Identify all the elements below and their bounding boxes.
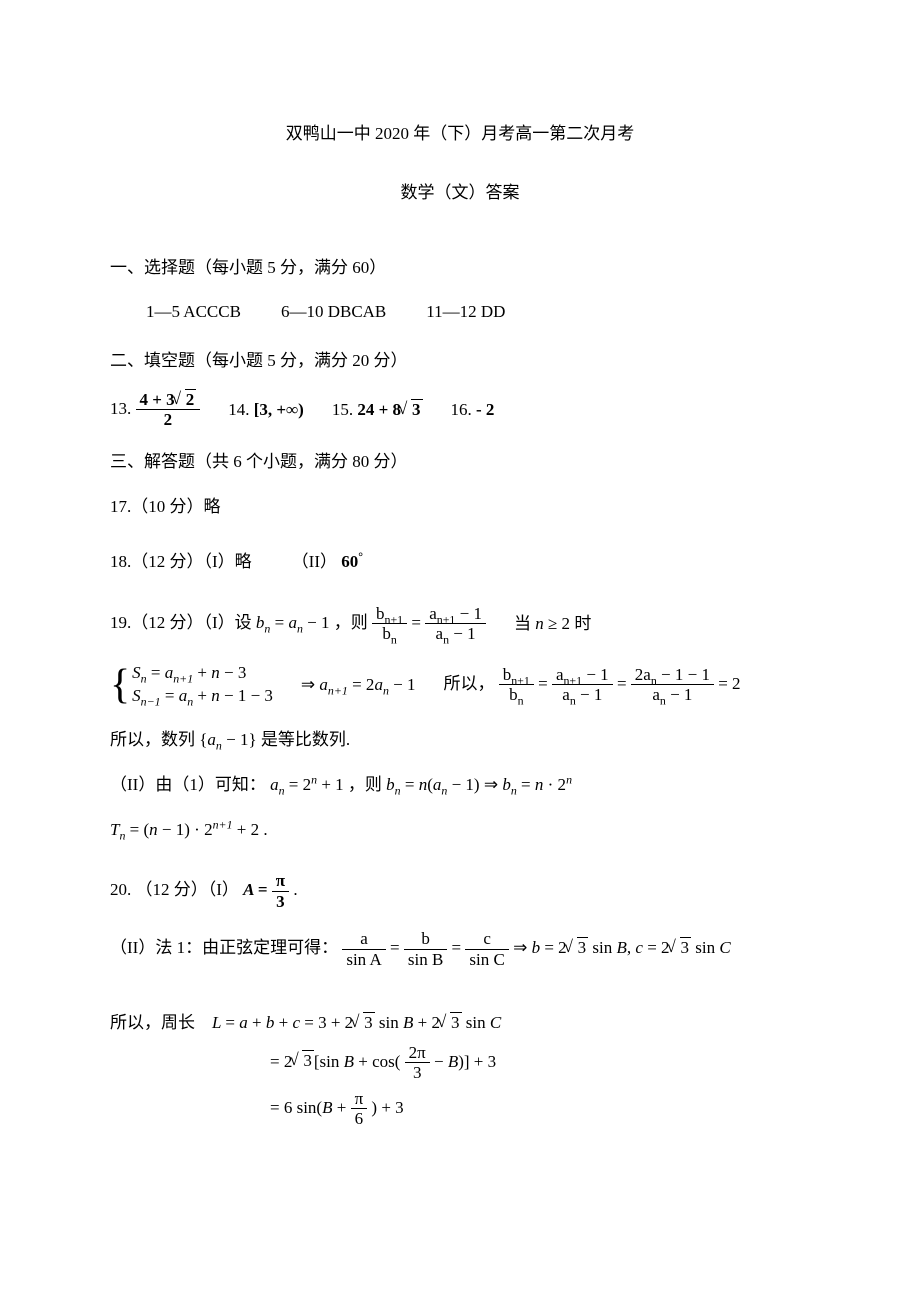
q19-intro-row: 19.（12 分）（I）设 bn = an − 1 ，则 bn+1 bn = a…	[110, 604, 810, 644]
q17: 17.（10 分）略	[110, 493, 810, 520]
q20-L-line2: = 23[sin B + cos( 2π3 − B)] + 3	[270, 1043, 810, 1083]
q19-part2-line1: （II）由（1）可知： an = 2n + 1 ，则 bn = n(an − 1…	[110, 771, 810, 798]
q20-part1: 20. （12 分）（I） A = π 3 .	[110, 871, 810, 911]
q20-intro: 20. （12 分）（I）	[110, 880, 239, 899]
q13-label: 13.	[110, 399, 131, 418]
q19-ratio1: bn+1 bn	[372, 604, 407, 644]
s1-answers-6-10: 6—10 DBCAB	[281, 298, 386, 325]
q14-label: 14.	[228, 400, 249, 419]
q19-ratio2: an+1 − 1 an − 1	[425, 604, 486, 644]
s1-answers-11-12: 11—12 DD	[426, 298, 505, 325]
s1-answers-1-5: 1—5 ACCCB	[146, 298, 241, 325]
section3-heading: 三、解答题（共 6 个小题，满分 80 分）	[110, 448, 810, 475]
q15-label: 15.	[332, 400, 353, 419]
q19-Tn: Tn = (n − 1) · 2n+1 + 2 .	[110, 816, 810, 843]
q20-perimeter-block: 所以，周长 L = a + b + c = 3 + 23 sin B + 23 …	[110, 1009, 810, 1036]
q19-part2-label: （II）由（1）可知：	[110, 775, 266, 794]
q19-intro-label: 19.（12 分）（I）设	[110, 613, 252, 632]
section2-heading: 二、填空题（每小题 5 分，满分 20 分）	[110, 347, 810, 374]
section1-answers-row: 1—5 ACCCB 6—10 DBCAB 11—12 DD	[110, 298, 810, 325]
q15: 15. 24 + 83	[332, 396, 423, 423]
q16: 16. - 2	[451, 396, 495, 423]
q14-value: [3, +∞)	[254, 400, 304, 419]
q19-concl-suffix: 是等比数列.	[261, 730, 350, 749]
q16-value: - 2	[476, 400, 494, 419]
q19-period: .	[263, 820, 267, 839]
q13: 13. 4 + 32 2	[110, 390, 200, 430]
q18-part2-value: 60°	[341, 552, 363, 571]
page-title: 双鸭山一中 2020 年（下）月考高一第二次月考	[110, 120, 810, 147]
q20-L-aligned: = 23[sin B + cos( 2π3 − B)] + 3 = 6 sin(…	[110, 1043, 810, 1129]
q19-so: 所以，	[443, 674, 494, 693]
q19-when-label: 当	[514, 614, 531, 633]
q19-then: ，则	[334, 613, 368, 632]
q19-brace-system: { Sn = an+1 + n − 3 Sn−1 = an + n − 1 − …	[110, 662, 273, 708]
q20-part2-line: （II）法 1：由正弦定理可得： asin A = bsin B = csin …	[110, 929, 810, 969]
section2-answers-row: 13. 4 + 32 2 14. [3, +∞) 15. 24 + 83 16.…	[110, 390, 810, 430]
q14: 14. [3, +∞)	[228, 396, 304, 423]
q20-L-line3: = 6 sin(B + π6 ) + 3	[270, 1089, 810, 1129]
q20-period1: .	[293, 880, 297, 899]
q16-label: 16.	[451, 400, 472, 419]
q19-when-suffix: 时	[574, 614, 591, 633]
section1-heading: 一、选择题（每小题 5 分，满分 60）	[110, 254, 810, 281]
q18-part2-label: （II）	[292, 552, 337, 571]
q19-conclusion: 所以，数列 {an − 1} 是等比数列.	[110, 726, 810, 753]
page-subtitle: 数学（文）答案	[110, 179, 810, 206]
q13-fraction: 4 + 32 2	[136, 390, 201, 430]
q18-part2: （II） 60°	[292, 548, 363, 575]
q19-then2: ，则	[348, 775, 382, 794]
q19-concl-prefix: 所以，数列	[110, 730, 195, 749]
q18-row: 18.（12 分）（I）略 （II） 60°	[110, 548, 810, 575]
q20-perimeter-label: 所以，周长	[110, 1013, 195, 1032]
q19-system-row: { Sn = an+1 + n − 3 Sn−1 = an + n − 1 − …	[110, 662, 810, 708]
q20-part2-prefix: （II）法 1：由正弦定理可得：	[110, 938, 338, 957]
q18-part1: 18.（12 分）（I）略	[110, 548, 252, 575]
